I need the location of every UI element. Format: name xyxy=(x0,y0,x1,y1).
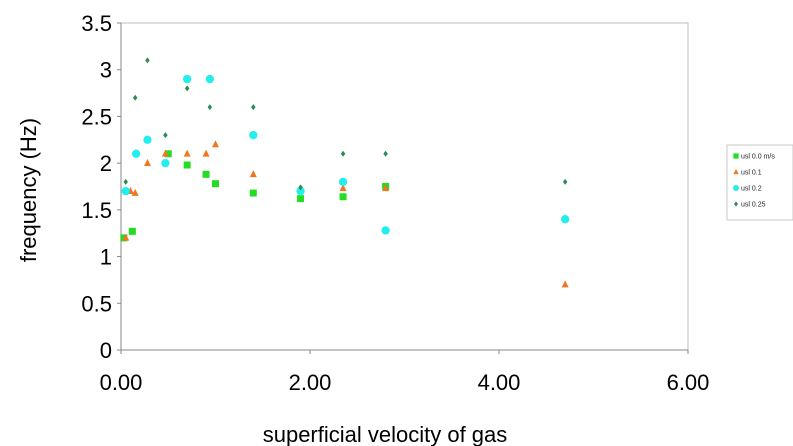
data-point xyxy=(161,159,170,168)
data-point xyxy=(339,193,347,201)
data-point xyxy=(562,178,568,185)
plot-area xyxy=(120,22,689,351)
data-point xyxy=(338,177,348,186)
data-point xyxy=(382,184,390,192)
data-point xyxy=(131,149,141,158)
data-point xyxy=(383,150,388,157)
data-point xyxy=(183,161,191,169)
data-point xyxy=(340,150,346,157)
data-point xyxy=(121,187,130,196)
data-point xyxy=(207,104,213,111)
data-point xyxy=(132,94,138,101)
data-point xyxy=(381,226,390,235)
data-point xyxy=(202,170,210,178)
y-axis-ticks: 0 0.5 1 1.5 2 2.5 3 3.5 xyxy=(81,11,121,363)
y-tick-label: 3.5 xyxy=(81,11,112,36)
legend-label: usl 0.2 xyxy=(741,186,762,193)
data-point xyxy=(163,132,168,139)
data-point xyxy=(339,184,347,192)
legend-marker xyxy=(733,168,739,175)
y-tick-label: 3 xyxy=(100,58,112,83)
data-point xyxy=(164,150,172,158)
data-point xyxy=(123,178,128,185)
data-point xyxy=(143,135,152,144)
y-tick-label: 1.5 xyxy=(81,198,112,223)
data-point xyxy=(297,195,305,203)
x-axis-ticks: 0.00 2.00 4.00 6.00 xyxy=(100,350,710,395)
y-tick-label: 0 xyxy=(100,338,112,363)
data-point xyxy=(249,189,257,197)
data-point xyxy=(298,184,303,191)
data-points xyxy=(120,57,570,288)
legend-label: usl 0.1 xyxy=(741,170,762,177)
data-point xyxy=(251,104,256,111)
y-tick-label: 1 xyxy=(100,245,112,270)
y-tick-label: 2 xyxy=(100,151,112,176)
data-point xyxy=(249,170,257,178)
data-point xyxy=(249,130,258,140)
x-axis-title: superficial velocity of gas xyxy=(263,422,508,446)
legend-marker xyxy=(734,201,738,207)
data-point xyxy=(161,149,169,157)
data-point xyxy=(143,158,151,166)
data-point xyxy=(202,149,210,157)
data-point xyxy=(212,140,219,148)
data-point xyxy=(296,187,305,196)
legend: usl 0.0 m/s usl 0.1 usl 0.2 usl 0.25 xyxy=(726,144,793,221)
data-point xyxy=(205,74,214,84)
data-point xyxy=(122,233,130,241)
data-point xyxy=(212,180,219,188)
x-tick-label: 6.00 xyxy=(667,370,710,395)
data-point xyxy=(561,215,570,224)
x-tick-label: 4.00 xyxy=(478,370,521,395)
data-point xyxy=(184,85,190,92)
data-point xyxy=(561,280,569,288)
data-point xyxy=(128,227,136,235)
y-tick-label: 0.5 xyxy=(81,291,112,316)
legend-label: usl 0.25 xyxy=(741,202,766,209)
data-point xyxy=(131,188,139,196)
data-point xyxy=(145,57,150,64)
data-point xyxy=(183,74,192,84)
y-tick-label: 2.5 xyxy=(81,104,112,129)
legend-marker xyxy=(733,185,739,191)
legend-marker xyxy=(733,153,739,159)
y-axis-title: frequency (Hz) xyxy=(16,118,41,262)
x-tick-label: 0.00 xyxy=(100,370,143,395)
legend-label: usl 0.0 m/s xyxy=(741,154,775,161)
x-tick-label: 2.00 xyxy=(289,370,332,395)
data-point xyxy=(183,149,191,157)
